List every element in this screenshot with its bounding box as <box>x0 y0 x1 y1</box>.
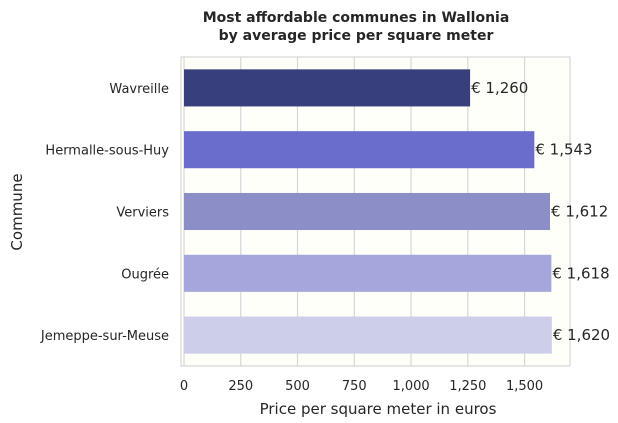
y-axis-tick-labels: Wavreille Hermalle-sous-Huy Verviers Ougrée… <box>40 82 169 344</box>
x-tick-label: 250 <box>228 379 253 394</box>
value-label: € 1,612 <box>551 203 608 221</box>
bar <box>184 316 552 354</box>
x-tick-label: 1,000 <box>392 379 429 394</box>
y-tick-label: Jemeppe-sur-Meuse <box>40 329 169 344</box>
y-tick-label: Hermalle-sous-Huy <box>45 144 169 159</box>
bars <box>184 69 552 354</box>
y-tick-label: Ougrée <box>121 267 169 282</box>
y-axis-label: Commune <box>8 173 26 250</box>
plot-area: € 1,260 € 1,543 € 1,612 € 1,618 € 1,620 <box>180 56 610 367</box>
bar <box>184 131 535 169</box>
x-tick-label: 0 <box>180 379 188 394</box>
bar <box>184 69 471 107</box>
chart-title-line-1: Most affordable communes in Wallonia <box>203 10 510 26</box>
y-tick-label: Wavreille <box>109 82 169 97</box>
bar <box>184 254 552 292</box>
x-tick-label: 1,500 <box>506 379 543 394</box>
value-label: € 1,260 <box>471 79 528 97</box>
value-label: € 1,620 <box>553 326 610 344</box>
x-tick-label: 500 <box>285 379 310 394</box>
x-axis-tick-labels: 0 250 500 750 1,000 1,250 1,500 <box>180 379 543 394</box>
bar <box>184 192 551 231</box>
value-labels: € 1,260 € 1,543 € 1,612 € 1,618 € 1,620 <box>471 79 610 344</box>
value-label: € 1,618 <box>552 264 609 282</box>
x-axis-label: Price per square meter in euros <box>260 400 497 418</box>
x-tick-label: 750 <box>342 379 367 394</box>
y-tick-label: Verviers <box>116 206 169 221</box>
value-label: € 1,543 <box>535 141 592 159</box>
x-tick-label: 1,250 <box>449 379 486 394</box>
chart-title-line-2: by average price per square meter <box>219 28 494 44</box>
